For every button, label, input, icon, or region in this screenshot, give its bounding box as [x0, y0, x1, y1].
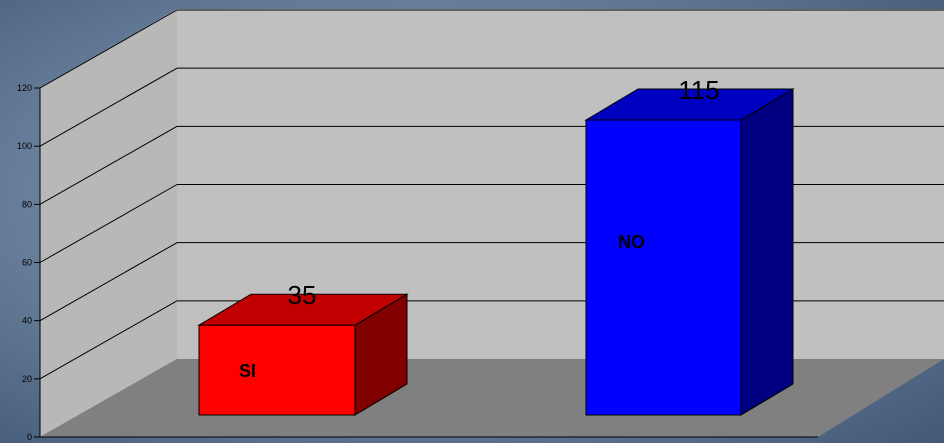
y-tick-label: 120 [17, 83, 32, 93]
bar-side [740, 88, 794, 416]
category-label: NO [618, 232, 645, 252]
bar-front [585, 119, 742, 416]
category-label: SI [239, 361, 256, 381]
data-label: 35 [288, 280, 317, 310]
bar-si: SI 35 [197, 280, 409, 416]
gridline-side [39, 125, 178, 205]
y-tick-label: 0 [27, 432, 32, 442]
y-tick-label: 20 [22, 374, 32, 384]
gridline-side [39, 300, 178, 380]
gridline-side [39, 67, 178, 147]
y-tick-label: 60 [22, 258, 32, 268]
y-tick-label: 80 [22, 199, 32, 209]
gridline-side [39, 242, 178, 322]
data-label: 115 [678, 75, 719, 105]
floor [40, 359, 944, 437]
y-tick-label: 40 [22, 316, 32, 326]
bar-front [198, 324, 356, 416]
y-axis: 0 20 40 60 80 100 120 [17, 83, 818, 442]
bar-no: NO 115 [584, 75, 795, 416]
y-tick-label: 100 [17, 141, 32, 151]
bars: SI 35 NO 115 [197, 75, 795, 416]
gridline-side [39, 9, 178, 89]
gridlines [39, 9, 944, 380]
gridline-side [39, 184, 178, 263]
